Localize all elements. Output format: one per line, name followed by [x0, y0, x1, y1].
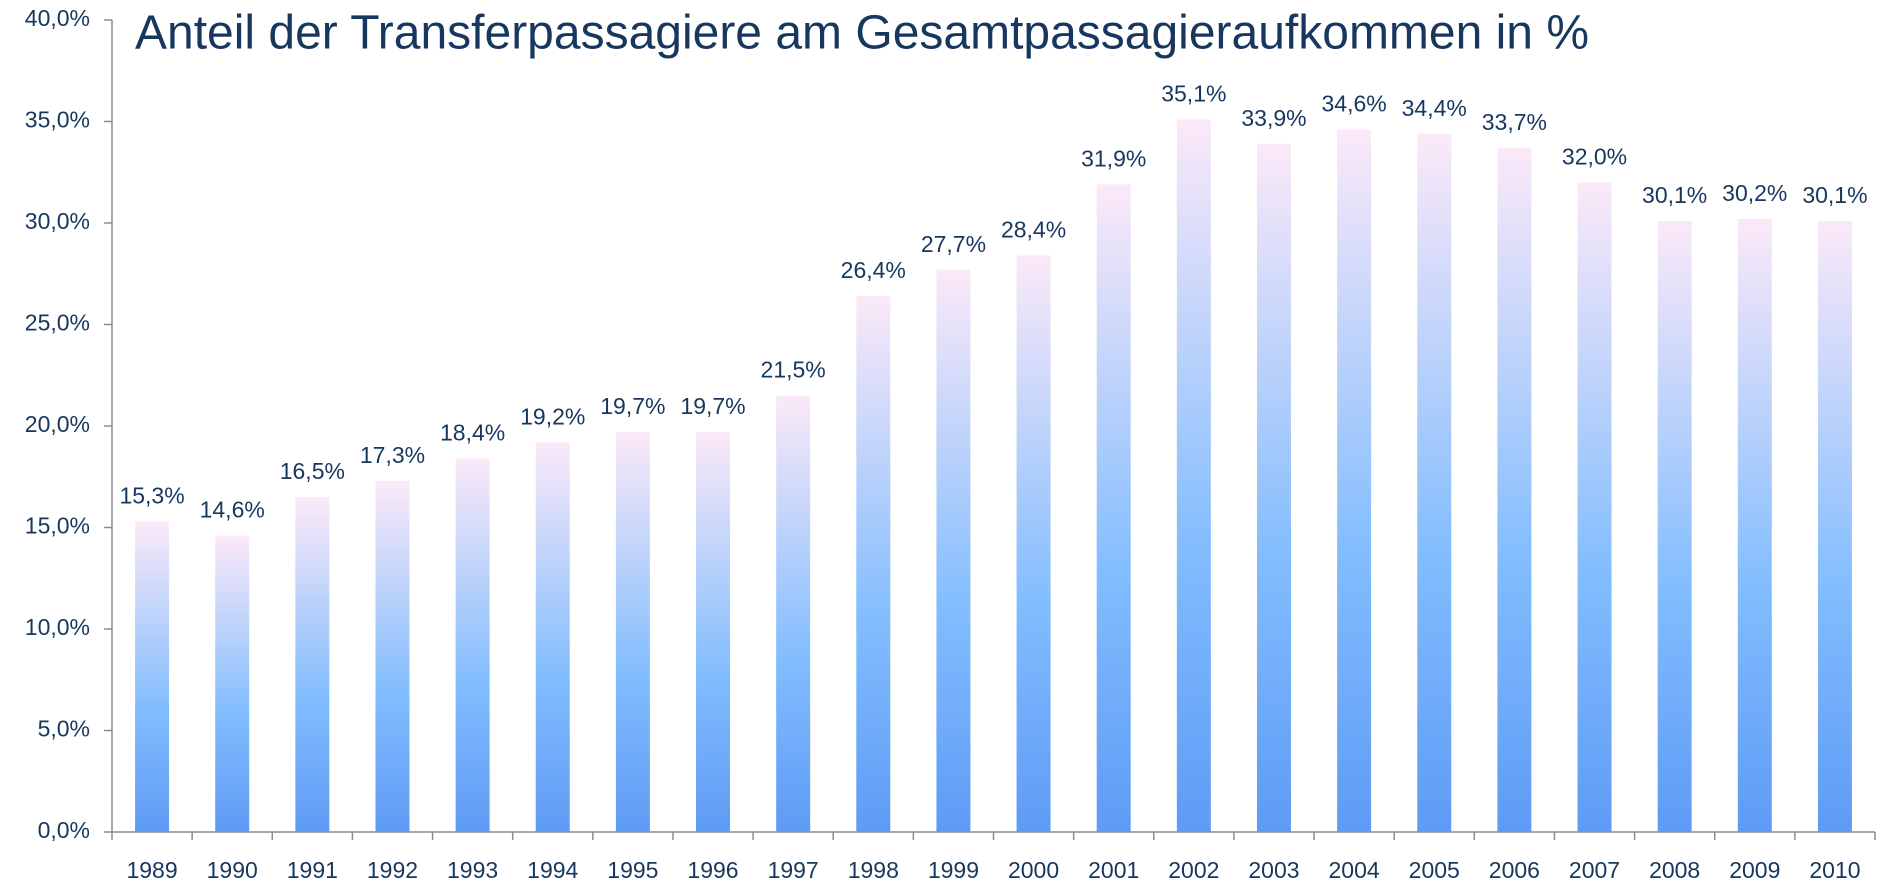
y-tick-label: 5,0% — [38, 716, 90, 742]
data-label: 31,9% — [1081, 146, 1146, 172]
x-tick-label: 1990 — [207, 857, 258, 883]
data-label: 19,2% — [520, 403, 585, 429]
y-tick-label: 35,0% — [25, 107, 90, 133]
x-tick-label: 2003 — [1248, 857, 1299, 883]
data-label: 30,1% — [1642, 182, 1707, 208]
data-label: 27,7% — [921, 231, 986, 257]
y-tick-label: 40,0% — [25, 5, 90, 31]
x-tick-label: 1998 — [848, 857, 899, 883]
bar — [215, 535, 250, 832]
x-tick-label: 2000 — [1008, 857, 1059, 883]
x-tick-label: 2010 — [1809, 857, 1860, 883]
y-tick-label: 30,0% — [25, 208, 90, 234]
x-tick-label: 2002 — [1168, 857, 1219, 883]
bar — [776, 395, 811, 832]
data-label: 17,3% — [360, 442, 425, 468]
bar — [1096, 184, 1131, 832]
data-label: 16,5% — [280, 458, 345, 484]
bar — [455, 458, 490, 832]
bar — [1337, 129, 1372, 832]
x-tick-label: 2004 — [1329, 857, 1380, 883]
bar — [135, 521, 170, 832]
bar — [1657, 220, 1692, 833]
data-label: 18,4% — [440, 420, 505, 446]
bar — [1417, 133, 1452, 832]
data-label: 30,1% — [1802, 182, 1867, 208]
x-tick-label: 2006 — [1489, 857, 1540, 883]
x-tick-label: 1995 — [607, 857, 658, 883]
bar — [1817, 220, 1852, 833]
bar — [936, 269, 971, 832]
x-tick-label: 1999 — [928, 857, 979, 883]
x-tick-label: 2008 — [1649, 857, 1700, 883]
bar — [1577, 182, 1612, 832]
chart-title: Anteil der Transferpassagiere am Gesamtp… — [135, 7, 1589, 60]
bar — [295, 497, 330, 832]
data-label: 28,4% — [1001, 217, 1066, 243]
x-tick-label: 1997 — [768, 857, 819, 883]
x-tick-label: 1992 — [367, 857, 418, 883]
bar — [1176, 119, 1211, 833]
data-label: 26,4% — [841, 257, 906, 283]
bar — [535, 442, 570, 832]
x-tick-label: 2007 — [1569, 857, 1620, 883]
data-label: 14,6% — [200, 497, 265, 523]
x-tick-label: 1989 — [126, 857, 177, 883]
data-label: 32,0% — [1562, 143, 1627, 169]
y-tick-label: 25,0% — [25, 310, 90, 336]
data-label: 19,7% — [600, 393, 665, 419]
x-tick-label: 1996 — [687, 857, 738, 883]
bar — [1016, 255, 1051, 833]
x-tick-label: 2005 — [1409, 857, 1460, 883]
x-tick-label: 2001 — [1088, 857, 1139, 883]
data-label: 19,7% — [680, 393, 745, 419]
bar — [1497, 147, 1532, 832]
x-tick-label: 1991 — [287, 857, 338, 883]
bar — [615, 432, 650, 832]
x-tick-label: 1994 — [527, 857, 578, 883]
data-label: 30,2% — [1722, 180, 1787, 206]
data-label: 33,7% — [1482, 109, 1547, 135]
data-label: 34,6% — [1322, 91, 1387, 117]
data-label: 15,3% — [119, 482, 184, 508]
bar — [856, 296, 891, 833]
bar — [375, 480, 410, 832]
y-tick-label: 15,0% — [25, 513, 90, 539]
bar — [1256, 143, 1291, 832]
x-tick-label: 1993 — [447, 857, 498, 883]
data-label: 33,9% — [1241, 105, 1306, 131]
x-tick-label: 2009 — [1729, 857, 1780, 883]
bar — [696, 432, 731, 832]
data-label: 35,1% — [1161, 81, 1226, 107]
y-tick-label: 20,0% — [25, 411, 90, 437]
data-label: 21,5% — [761, 357, 826, 383]
bar — [1737, 218, 1772, 832]
data-label: 34,4% — [1402, 95, 1467, 121]
y-tick-label: 0,0% — [38, 817, 90, 843]
y-tick-label: 10,0% — [25, 614, 90, 640]
